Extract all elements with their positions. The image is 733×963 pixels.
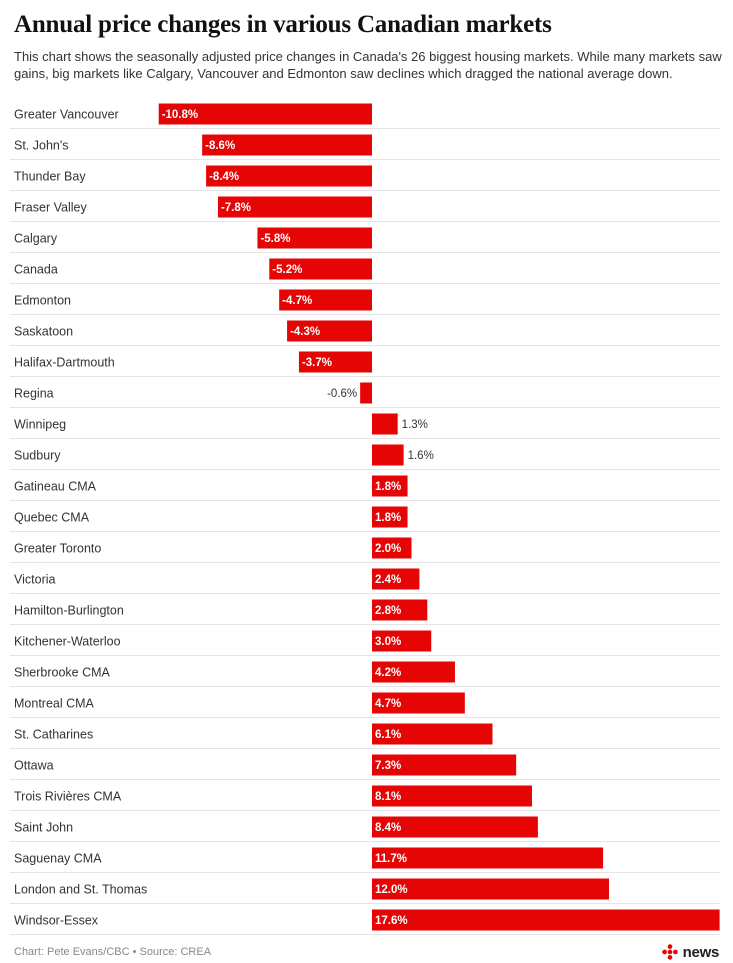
bar xyxy=(372,816,538,838)
chart-credit: Chart: Pete Evans/CBC • Source: CREA xyxy=(14,946,212,958)
category-label: Winnipeg xyxy=(14,418,66,432)
bar xyxy=(372,599,428,621)
chart-subtitle: This chart shows the seasonally adjusted… xyxy=(14,49,722,81)
bar xyxy=(287,320,372,342)
data-label: 1.6% xyxy=(408,450,434,462)
data-label: 3.0% xyxy=(375,636,401,648)
data-label: 2.8% xyxy=(375,605,401,617)
data-label: 8.1% xyxy=(375,791,401,803)
category-label: Canada xyxy=(14,263,58,277)
bar xyxy=(372,785,532,807)
bar xyxy=(257,227,372,249)
category-label: Halifax-Dartmouth xyxy=(14,356,115,370)
data-label: -8.4% xyxy=(209,171,239,183)
bar xyxy=(372,909,720,931)
bar xyxy=(372,630,432,652)
category-label: St. Catharines xyxy=(14,728,93,742)
category-label: Gatineau CMA xyxy=(14,480,97,494)
data-label: 1.8% xyxy=(375,481,401,493)
category-label: Fraser Valley xyxy=(14,201,87,215)
data-label: -4.7% xyxy=(282,295,312,307)
bar xyxy=(217,196,372,218)
cbc-gem-icon xyxy=(661,944,678,960)
bar xyxy=(372,692,465,714)
bar xyxy=(269,258,372,280)
data-label: 6.1% xyxy=(375,729,401,741)
bar xyxy=(372,475,408,497)
data-label: 7.3% xyxy=(375,760,401,772)
brand-name: news xyxy=(682,943,720,961)
data-label: 11.7% xyxy=(375,853,407,865)
bar xyxy=(372,444,404,466)
bar xyxy=(372,413,398,435)
category-label: Ottawa xyxy=(14,759,54,773)
category-label: Montreal CMA xyxy=(14,697,95,711)
category-label: Regina xyxy=(14,387,54,401)
category-label: Thunder Bay xyxy=(14,170,86,184)
bar xyxy=(372,754,517,776)
data-label: 4.7% xyxy=(375,698,401,710)
data-label: -5.8% xyxy=(260,233,290,245)
chart-title: Annual price changes in various Canadian… xyxy=(14,11,552,38)
bar xyxy=(206,165,372,187)
data-label: 1.3% xyxy=(402,419,428,431)
category-label: Saskatoon xyxy=(14,325,73,339)
cbc-news-logo: news xyxy=(661,943,719,961)
category-label: Kitchener-Waterloo xyxy=(14,635,121,649)
category-label: Sudbury xyxy=(14,449,61,463)
category-label: Quebec CMA xyxy=(14,511,90,525)
category-label: Sherbrooke CMA xyxy=(14,666,111,680)
category-label: Victoria xyxy=(14,573,56,587)
data-label: -7.8% xyxy=(221,202,251,214)
bar xyxy=(372,568,420,590)
bar xyxy=(372,537,412,559)
data-label: 4.2% xyxy=(375,667,401,679)
bar xyxy=(372,723,493,745)
data-label: 8.4% xyxy=(375,822,401,834)
category-label: Hamilton-Burlington xyxy=(14,604,124,618)
data-label: -8.6% xyxy=(205,140,235,152)
category-label: Saint John xyxy=(14,821,73,835)
category-label: Saguenay CMA xyxy=(14,852,102,866)
bar xyxy=(372,847,604,869)
category-label: Calgary xyxy=(14,232,58,246)
bar xyxy=(279,289,372,311)
bar xyxy=(372,506,408,528)
data-label: 2.4% xyxy=(375,574,401,586)
bar xyxy=(298,351,372,373)
category-label: Trois Rivières CMA xyxy=(14,790,122,804)
bar xyxy=(372,661,455,683)
data-label: -4.3% xyxy=(290,326,320,338)
category-label: London and St. Thomas xyxy=(14,883,147,897)
data-label: 1.8% xyxy=(375,512,401,524)
bar xyxy=(158,103,372,125)
data-label: -0.6% xyxy=(327,388,357,400)
data-label: -3.7% xyxy=(302,357,332,369)
category-label: St. John's xyxy=(14,139,69,153)
data-label: 2.0% xyxy=(375,543,401,555)
bar xyxy=(202,134,372,156)
data-label: -5.2% xyxy=(272,264,302,276)
data-label: 12.0% xyxy=(375,884,408,896)
bar xyxy=(372,878,609,900)
data-label: -10.8% xyxy=(162,109,198,121)
category-label: Greater Vancouver xyxy=(14,108,119,122)
bar xyxy=(360,382,372,404)
category-label: Edmonton xyxy=(14,294,71,308)
category-label: Windsor-Essex xyxy=(14,914,99,928)
bar-chart: Greater Vancouver -10.8% St. John's -8.6% Th… xyxy=(10,103,720,935)
category-label: Greater Toronto xyxy=(14,542,101,556)
data-label: 17.6% xyxy=(375,915,408,927)
